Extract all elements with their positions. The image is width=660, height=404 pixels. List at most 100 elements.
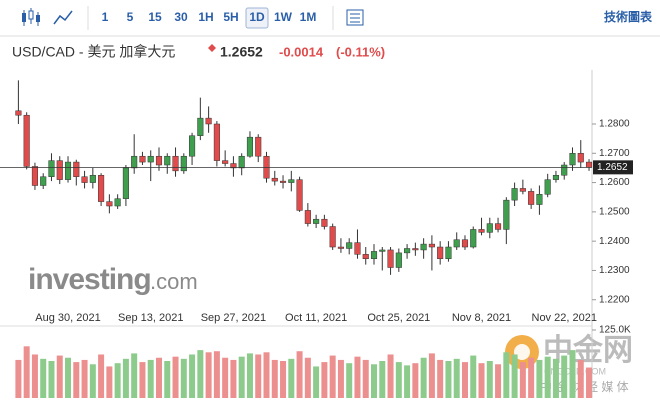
candle-icon[interactable] <box>22 8 40 26</box>
volume-bar <box>65 357 72 398</box>
candle-body <box>478 229 485 233</box>
candle-body <box>213 123 220 161</box>
watermark: .com <box>150 269 198 294</box>
candle-body <box>164 155 171 166</box>
x-tick-label: Nov 8, 2021 <box>452 312 511 324</box>
volume-bar <box>246 353 253 398</box>
candle-body <box>73 161 80 177</box>
volume-bar <box>379 361 386 398</box>
candle-body <box>420 243 427 251</box>
candle-body <box>31 166 38 186</box>
candle-body <box>544 179 551 195</box>
candle-body <box>64 161 72 180</box>
toolbar: 技術圖表 <box>22 6 653 30</box>
candle-body <box>470 229 477 248</box>
toolbar-link[interactable]: 技術圖表 <box>604 9 653 24</box>
candle-body <box>354 242 361 255</box>
volume-bar <box>437 359 444 398</box>
volume-bar <box>147 359 154 398</box>
candle-body <box>222 160 229 164</box>
volume-bar <box>15 359 22 398</box>
interval-button[interactable]: 1M <box>300 10 317 24</box>
candle-body <box>395 252 402 268</box>
volume-bar <box>470 355 477 398</box>
volume-bar <box>577 359 584 398</box>
volume-bar <box>362 359 369 398</box>
volume-bar <box>48 361 55 398</box>
volume-bar <box>40 358 47 398</box>
price: 1.2652 <box>220 44 263 60</box>
volume-bar <box>528 357 535 398</box>
x-tick-label: Sep 27, 2021 <box>201 312 266 324</box>
volume-bar <box>197 350 204 398</box>
candle-body <box>561 164 568 176</box>
candle-body <box>180 155 187 172</box>
volume-bar <box>503 352 510 398</box>
x-tick-label: Oct 11, 2021 <box>285 312 347 324</box>
volume-bar <box>106 366 113 398</box>
volume-bar <box>73 362 80 398</box>
interval-button[interactable]: 5H <box>223 10 238 24</box>
candle-body <box>271 177 278 182</box>
candle-body <box>585 161 593 168</box>
volume-bar <box>271 359 278 398</box>
interval-button[interactable]: 1W <box>274 10 293 24</box>
candle-body <box>536 194 543 205</box>
volume-bar <box>164 361 171 398</box>
interval-button[interactable]: 5 <box>127 10 134 24</box>
line-icon[interactable] <box>53 10 73 25</box>
interval-button[interactable]: 30 <box>174 10 188 24</box>
volume-bar <box>304 357 311 398</box>
volume-bar <box>230 359 237 398</box>
volume-bar <box>139 362 146 398</box>
candle-body <box>288 179 295 183</box>
candle-body <box>155 155 163 166</box>
volume-bar <box>213 351 220 398</box>
volume-bar <box>536 359 543 398</box>
interval-button[interactable]: 1 <box>102 10 109 24</box>
volume-bar <box>98 354 105 398</box>
volume-bar <box>569 350 576 398</box>
volume-bar <box>478 363 485 398</box>
candle-body <box>511 188 518 201</box>
x-tick-label: Sep 13, 2021 <box>118 312 183 324</box>
y-tick-label: 1.2800 <box>599 119 630 130</box>
volume-bar <box>155 357 162 398</box>
volume-bar <box>288 358 295 398</box>
interval-button[interactable]: 1D <box>249 10 265 24</box>
y-tick-label: 1.2600 <box>599 177 630 188</box>
volume-bar <box>263 352 270 398</box>
volume-bar <box>23 346 30 398</box>
volume-bar <box>561 355 568 398</box>
candle-body <box>139 155 146 163</box>
indicator-icon[interactable] <box>346 9 364 26</box>
candle-body <box>453 239 460 248</box>
candle-body <box>569 153 576 166</box>
volume-bar <box>495 364 502 398</box>
candle-body <box>89 175 96 183</box>
interval-button[interactable]: 1H <box>198 10 213 24</box>
volume-bar <box>222 357 229 398</box>
volume-bar <box>180 358 187 398</box>
volume-bar <box>89 364 96 398</box>
candle-body <box>246 136 254 157</box>
interval-button[interactable]: 15 <box>148 10 162 24</box>
candle-body <box>255 136 262 157</box>
volume-bar <box>56 355 63 398</box>
volume-bar <box>420 357 427 398</box>
volume-bar <box>428 353 435 398</box>
candle-body <box>387 249 394 268</box>
candle-body <box>114 198 121 207</box>
candle-body <box>404 248 411 254</box>
volume-bar <box>519 362 526 398</box>
volume-bar <box>31 354 38 398</box>
volume-bar <box>280 361 287 398</box>
volume-bar <box>354 356 361 398</box>
candle-body <box>428 243 435 248</box>
volume-bar <box>189 354 196 398</box>
volume-bar <box>313 366 320 398</box>
candle-body <box>205 117 212 125</box>
volume-bar <box>371 364 378 398</box>
y-tick-label: 1.2700 <box>599 148 630 159</box>
x-tick-label: Aug 30, 2021 <box>35 312 100 324</box>
